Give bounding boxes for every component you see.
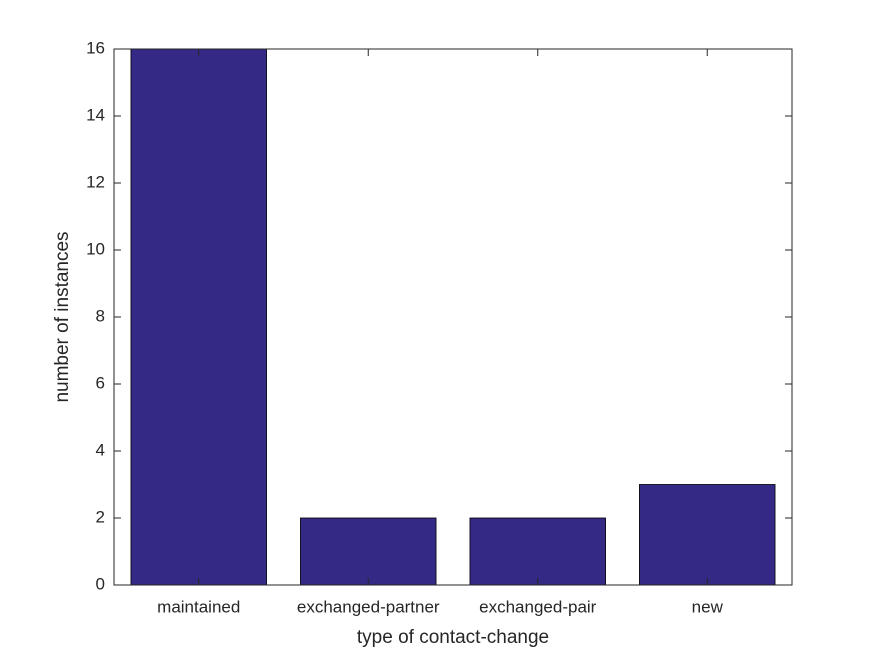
axes-box — [113, 48, 793, 586]
y-tick-label: 12 — [86, 172, 105, 191]
y-tick-label: 10 — [86, 239, 105, 258]
x-tick-label: new — [692, 597, 724, 616]
bar — [469, 517, 606, 586]
x-tick-label: exchanged-partner — [297, 597, 440, 616]
x-tick-label: exchanged-pair — [479, 597, 597, 616]
bar — [639, 484, 776, 586]
bar — [130, 48, 267, 586]
y-tick-label: 4 — [96, 440, 105, 459]
y-tick-label: 14 — [86, 105, 105, 124]
y-axis-label: number of instances — [52, 231, 73, 402]
y-tick-label: 16 — [86, 38, 105, 57]
bar — [300, 517, 437, 586]
x-tick-label: maintained — [157, 597, 240, 616]
y-tick-label: 0 — [96, 574, 105, 593]
y-tick-label: 8 — [96, 306, 105, 325]
y-tick-label: 6 — [96, 373, 105, 392]
x-axis-label: type of contact-change — [357, 627, 549, 648]
y-tick-label: 2 — [96, 507, 105, 526]
